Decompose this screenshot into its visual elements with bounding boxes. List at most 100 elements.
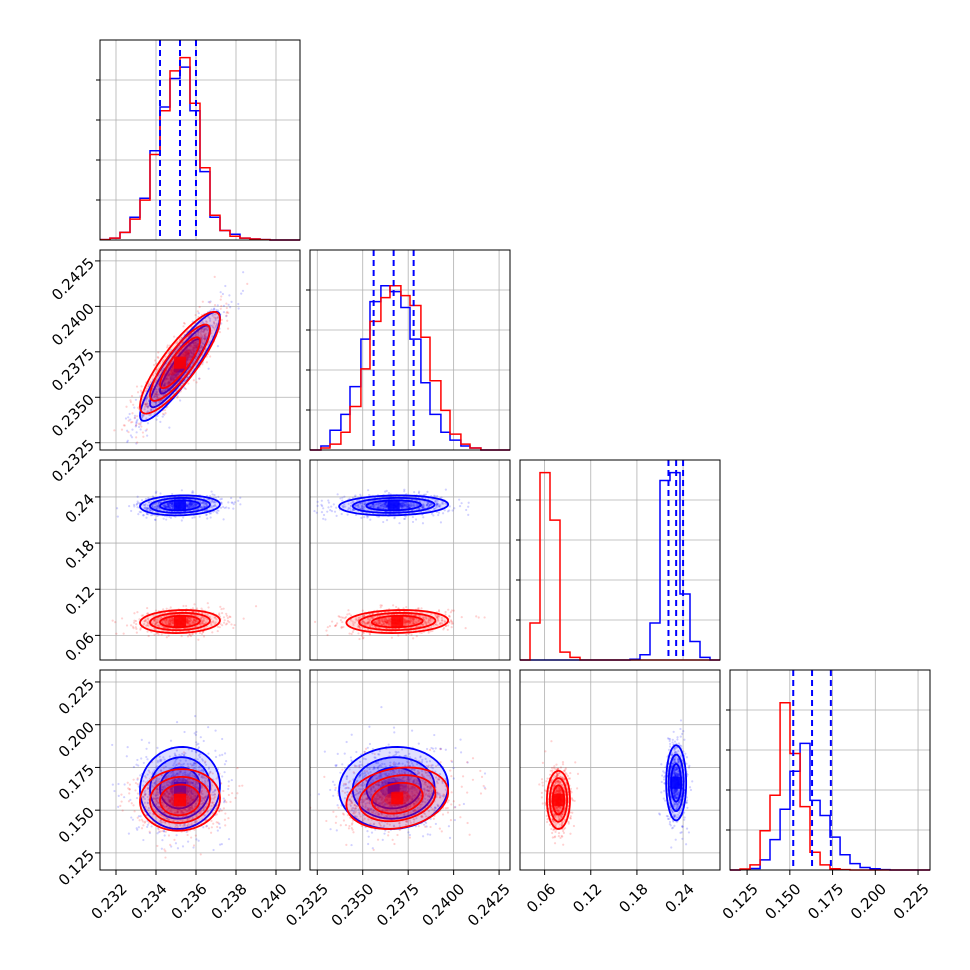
scatter-point <box>448 505 451 508</box>
scatter-point <box>191 491 194 494</box>
scatter-point <box>204 613 207 616</box>
scatter-point <box>220 318 223 321</box>
scatter-point <box>169 501 173 505</box>
scatter-point <box>425 622 428 625</box>
scatter-point <box>404 613 408 616</box>
scatter-point <box>142 780 145 783</box>
scatter-point <box>136 828 139 831</box>
scatter-point <box>192 796 195 799</box>
scatter-point <box>189 350 192 353</box>
scatter-point <box>154 779 158 782</box>
scatter-point <box>164 621 167 624</box>
scatter-point <box>436 499 439 502</box>
scatter-point <box>200 344 203 347</box>
scatter-point <box>203 333 206 336</box>
scatter-point <box>452 609 455 612</box>
scatter-point <box>200 502 203 505</box>
histogram-red <box>100 56 300 241</box>
scatter-point <box>182 753 186 757</box>
scatter-point <box>151 504 154 507</box>
scatter-point <box>387 623 390 626</box>
scatter-point <box>137 422 140 425</box>
panel-frame <box>99 459 301 661</box>
scatter-point <box>385 506 388 509</box>
scatter-point <box>170 378 174 381</box>
scatter-point <box>147 501 150 504</box>
scatter-point <box>156 507 159 511</box>
scatter-point <box>191 632 195 635</box>
scatter-point <box>200 505 203 509</box>
scatter-point <box>429 618 432 621</box>
scatter-point <box>200 607 203 610</box>
scatter-point <box>146 612 150 615</box>
scatter-point <box>450 619 453 622</box>
scatter-point <box>155 506 158 509</box>
scatter-point <box>190 789 193 792</box>
scatter-point <box>186 840 190 843</box>
scatter-point <box>427 618 430 622</box>
scatter-point <box>157 802 160 805</box>
scatter-point <box>144 789 147 792</box>
scatter-point <box>213 303 217 307</box>
scatter-point <box>169 379 173 382</box>
scatter-point <box>177 373 180 376</box>
scatter-point <box>143 507 146 510</box>
scatter-point <box>163 504 166 507</box>
scatter-point <box>170 617 174 620</box>
scatter-point <box>376 506 380 509</box>
scatter-point <box>214 621 217 624</box>
scatter-point <box>168 350 171 353</box>
scatter-point <box>315 511 318 514</box>
scatter-point <box>325 629 328 632</box>
scatter-point <box>333 624 337 628</box>
scatter-point <box>192 846 195 849</box>
scatter-point <box>190 791 193 794</box>
scatter-point <box>156 827 160 830</box>
scatter-point <box>399 504 402 507</box>
scatter-point <box>204 763 208 766</box>
scatter-point <box>409 622 412 625</box>
scatter-point <box>403 623 406 626</box>
scatter-point <box>215 324 218 327</box>
scatter-point <box>197 353 200 356</box>
scatter-point <box>170 502 173 505</box>
scatter-point <box>166 620 169 623</box>
scatter-point <box>412 617 415 620</box>
scatter-point <box>169 617 172 621</box>
scatter-point <box>193 344 196 347</box>
scatter-point <box>146 606 149 610</box>
scatter-point <box>186 618 189 621</box>
scatter-point <box>152 395 156 399</box>
scatter-point <box>165 623 168 626</box>
scatter-point <box>187 619 190 622</box>
scatter-point <box>144 507 147 510</box>
scatter-point <box>213 503 217 507</box>
scatter-point <box>444 502 447 505</box>
scatter-point <box>129 798 132 802</box>
scatter-point <box>135 627 138 631</box>
scatter-point <box>170 786 174 790</box>
scatter-point <box>430 512 433 515</box>
scatter-point <box>175 824 178 827</box>
scatter-point <box>163 381 166 385</box>
scatter-point <box>167 621 170 624</box>
scatter-point <box>418 507 421 511</box>
scatter-point <box>188 505 191 509</box>
scatter-point <box>162 608 165 611</box>
scatter-point <box>205 505 208 508</box>
scatter-point <box>201 621 204 624</box>
panel-content <box>100 460 300 660</box>
scatter-point <box>197 638 200 641</box>
scatter-point <box>383 617 386 620</box>
scatter-point <box>170 502 173 506</box>
scatter-point <box>214 788 217 792</box>
scatter-point <box>374 625 377 628</box>
scatter-point <box>136 391 140 394</box>
scatter-point <box>171 501 174 504</box>
scatter-point <box>147 394 150 397</box>
scatter-point <box>187 620 191 623</box>
scatter-point <box>205 328 209 332</box>
scatter-point <box>162 786 165 789</box>
scatter-point <box>201 342 205 345</box>
scatter-point <box>341 496 344 499</box>
